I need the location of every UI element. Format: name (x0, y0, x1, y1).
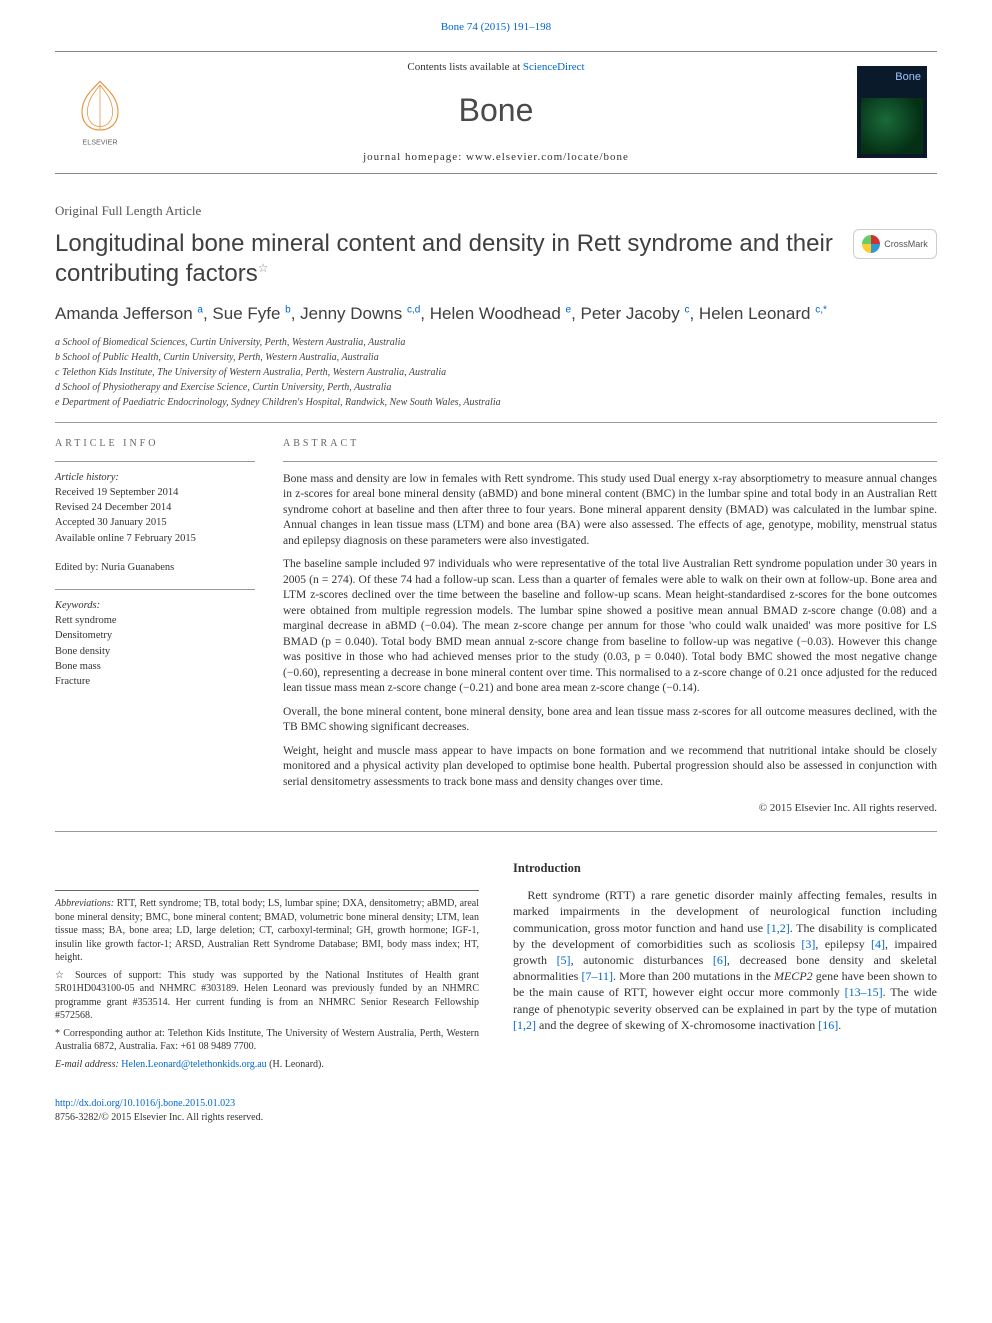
support-footnote: ☆ Sources of support: This study was sup… (55, 969, 479, 1023)
journal-cover-wrap: Bone (847, 66, 937, 158)
citation-link[interactable]: Bone 74 (2015) 191–198 (441, 21, 551, 33)
abbreviations-footnote: Abbreviations: RTT, Rett syndrome; TB, t… (55, 897, 479, 965)
ref-link[interactable]: [13–15] (845, 985, 883, 999)
keyword-item: Rett syndrome (55, 613, 255, 628)
author-name: , Jenny Downs (291, 304, 407, 323)
affiliation-line: b School of Public Health, Curtin Univer… (55, 351, 937, 365)
corresponding-author-footnote: * Corresponding author at: Telethon Kids… (55, 1027, 479, 1054)
affiliation-line: d School of Physiotherapy and Exercise S… (55, 381, 937, 395)
abstract-p1: Bone mass and density are low in females… (283, 472, 937, 550)
history-line: Available online 7 February 2015 (55, 531, 255, 546)
journal-cover-art (861, 98, 923, 154)
journal-name: Bone (145, 89, 847, 132)
contents-line: Contents lists available at ScienceDirec… (145, 60, 847, 75)
elsevier-tree-icon: ELSEVIER (68, 76, 132, 148)
email-footnote: E-mail address: Helen.Leonard@telethonki… (55, 1058, 479, 1072)
citation-line: Bone 74 (2015) 191–198 (55, 20, 937, 35)
journal-homepage-line: journal homepage: www.elsevier.com/locat… (145, 150, 847, 165)
title-footnote-star-icon: ☆ (258, 261, 269, 275)
authors-line: Amanda Jefferson a, Sue Fyfe b, Jenny Do… (55, 303, 937, 326)
history-line: Revised 24 December 2014 (55, 500, 255, 515)
article-title: Longitudinal bone mineral content and de… (55, 229, 853, 289)
doi-block: http://dx.doi.org/10.1016/j.bone.2015.01… (55, 1097, 479, 1124)
affiliation-line: e Department of Paediatric Endocrinology… (55, 396, 937, 410)
divider-top (55, 422, 937, 423)
keywords-block: Keywords: Rett syndromeDensitometryBone … (55, 598, 255, 689)
journal-homepage-url[interactable]: www.elsevier.com/locate/bone (466, 151, 629, 163)
footnotes-block: Abbreviations: RTT, Rett syndrome; TB, t… (55, 890, 479, 1071)
author-name: Amanda Jefferson (55, 304, 197, 323)
article-info-column: ARTICLE INFO Article history: Received 1… (55, 437, 255, 815)
journal-cover-image: Bone (857, 66, 927, 158)
crossmark-badge[interactable]: CrossMark (853, 229, 937, 259)
keyword-item: Fracture (55, 674, 255, 689)
article-info-label: ARTICLE INFO (55, 437, 255, 451)
abstract-copyright: © 2015 Elsevier Inc. All rights reserved… (283, 801, 937, 816)
abstract-column: ABSTRACT Bone mass and density are low i… (283, 437, 937, 815)
journal-masthead: ELSEVIER Contents lists available at Sci… (55, 51, 937, 174)
ref-link[interactable]: [5] (557, 953, 571, 967)
sciencedirect-link[interactable]: ScienceDirect (523, 61, 585, 73)
ref-link[interactable]: [6] (713, 953, 727, 967)
ref-link[interactable]: [7–11] (581, 969, 613, 983)
corresponding-email-link[interactable]: Helen.Leonard@telethonkids.org.au (121, 1059, 266, 1070)
crossmark-label: CrossMark (884, 238, 928, 250)
keyword-item: Bone mass (55, 659, 255, 674)
gene-name: MECP2 (774, 969, 813, 983)
edited-by: Edited by: Nuria Guanabens (55, 560, 255, 575)
journal-cover-title: Bone (895, 70, 921, 85)
introduction-heading: Introduction (513, 860, 937, 877)
affiliations-block: a School of Biomedical Sciences, Curtin … (55, 336, 937, 410)
author-affiliation-mark: c,* (815, 305, 827, 316)
keywords-heading: Keywords: (55, 598, 255, 613)
left-body-column: Abbreviations: RTT, Rett syndrome; TB, t… (55, 860, 479, 1124)
crossmark-icon (862, 235, 880, 253)
ref-link[interactable]: [16] (818, 1018, 838, 1032)
ref-link[interactable]: [4] (871, 937, 885, 951)
history-line: Accepted 30 January 2015 (55, 515, 255, 530)
author-name: , Helen Woodhead (420, 304, 565, 323)
publisher-logo-wrap: ELSEVIER (55, 76, 145, 148)
keyword-item: Bone density (55, 644, 255, 659)
abstract-p2: The baseline sample included 97 individu… (283, 557, 937, 697)
ref-link[interactable]: [1,2] (767, 921, 790, 935)
author-name: , Sue Fyfe (203, 304, 285, 323)
issn-copyright: 8756-3282/© 2015 Elsevier Inc. All right… (55, 1112, 263, 1123)
affiliation-line: a School of Biomedical Sciences, Curtin … (55, 336, 937, 350)
ref-link[interactable]: [1,2] (513, 1018, 536, 1032)
keyword-item: Densitometry (55, 628, 255, 643)
elsevier-text: ELSEVIER (82, 138, 117, 147)
abstract-p3: Overall, the bone mineral content, bone … (283, 705, 937, 736)
article-type: Original Full Length Article (55, 202, 937, 220)
history-line: Received 19 September 2014 (55, 485, 255, 500)
introduction-paragraph: Rett syndrome (RTT) a rare genetic disor… (513, 887, 937, 1033)
doi-link[interactable]: http://dx.doi.org/10.1016/j.bone.2015.01… (55, 1098, 235, 1109)
abstract-label: ABSTRACT (283, 437, 937, 451)
right-body-column: Introduction Rett syndrome (RTT) a rare … (513, 860, 937, 1124)
author-affiliation-mark: c,d (407, 305, 420, 316)
article-history-block: Article history: Received 19 September 2… (55, 470, 255, 546)
divider-bottom (55, 831, 937, 832)
author-name: , Peter Jacoby (571, 304, 684, 323)
author-name: , Helen Leonard (689, 304, 815, 323)
abstract-p4: Weight, height and muscle mass appear to… (283, 744, 937, 791)
affiliation-line: c Telethon Kids Institute, The Universit… (55, 366, 937, 380)
article-history-heading: Article history: (55, 470, 255, 485)
ref-link[interactable]: [3] (801, 937, 815, 951)
